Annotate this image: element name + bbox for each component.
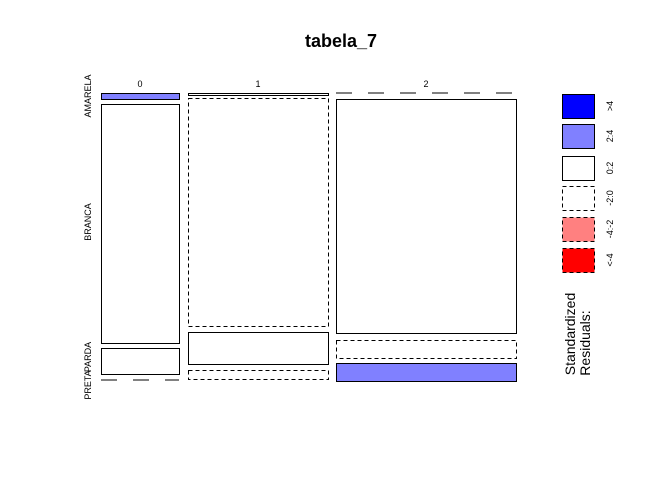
legend-label-3: -2:0 (605, 190, 615, 206)
mosaic-cell-1-branca (188, 98, 329, 327)
mosaic-cell-2-preta (336, 363, 517, 382)
mosaic-cell-1-parda (188, 332, 329, 365)
mosaic-cell-2-branca (336, 99, 517, 334)
chart-title: tabela_7 (305, 31, 377, 51)
column-label-0: 0 (137, 79, 142, 89)
legend-label-0: >4 (605, 101, 615, 111)
legend-swatch-0 (562, 94, 595, 119)
legend-label-4: -4:-2 (605, 220, 615, 239)
legend-swatch-4 (562, 217, 595, 242)
legend-swatch-3 (562, 186, 595, 211)
legend-title-line2: Residuals: (577, 310, 593, 375)
legend-label-1: 2:4 (605, 130, 615, 143)
mosaic-cell-1-amarela (188, 93, 329, 96)
mosaic-cell-0-branca (101, 104, 180, 344)
mosaic-cells (101, 92, 517, 382)
legend-label-5: <-4 (605, 253, 615, 266)
mosaic-cell-1-preta (188, 370, 329, 380)
legend-swatch-2 (562, 156, 595, 181)
row-label-parda: PARDA (83, 342, 93, 372)
row-label-preta: PRETA (83, 370, 93, 399)
row-label-amarela: AMARELA (83, 74, 93, 117)
legend: >4 2:4 0:2 -2:0 -4:-2 <-4 Standardized Residual… (562, 94, 615, 376)
column-labels: 0 1 2 (137, 79, 428, 89)
legend-label-2: 0:2 (605, 162, 615, 175)
mosaic-cell-2-parda (336, 340, 517, 359)
row-label-branca: BRANCA (83, 203, 93, 241)
mosaic-cell-0-parda (101, 348, 180, 375)
column-label-2: 2 (423, 79, 428, 89)
legend-swatch-5 (562, 248, 595, 273)
legend-swatch-1 (562, 124, 595, 149)
column-label-1: 1 (255, 79, 260, 89)
legend-title-line1: Standardized (562, 293, 578, 376)
mosaic-cell-0-amarela (101, 93, 180, 100)
